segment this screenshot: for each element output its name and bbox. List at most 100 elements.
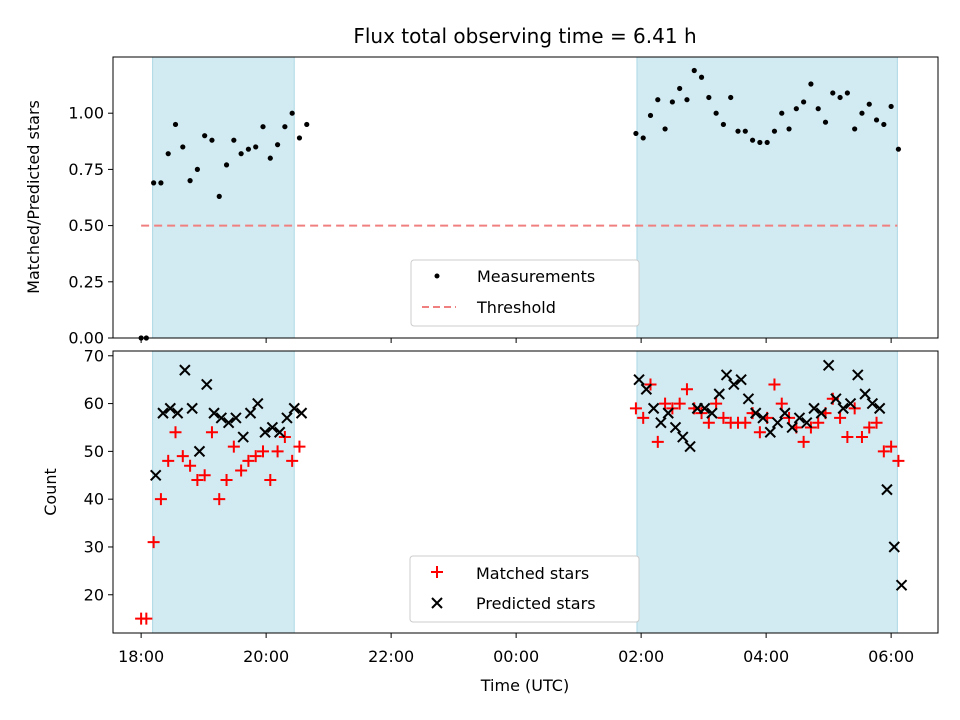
matched-star-point	[162, 454, 175, 467]
measurement-point	[691, 67, 697, 74]
measurement-point	[172, 121, 179, 128]
measurement-point	[830, 90, 836, 96]
matched-star-point	[220, 474, 233, 487]
predicted-star-point	[720, 369, 733, 381]
measurement-point	[669, 99, 675, 105]
matched-star-point	[673, 397, 686, 410]
predicted-star-point	[179, 364, 191, 376]
legend-marker-measurements	[434, 273, 440, 279]
top-shaded-intervals	[152, 56, 898, 339]
top-legend: Measurements Threshold	[410, 259, 640, 327]
measurement-point	[304, 121, 310, 128]
measurement-point	[895, 146, 902, 152]
predicted-star-point	[186, 402, 198, 415]
top-panel: 0.00 0.25 0.50 0.75 1.00 Matched/Predicted s…	[24, 56, 939, 348]
measurement-point	[713, 110, 719, 116]
measurement-point	[815, 106, 821, 112]
matched-star-point	[242, 454, 255, 467]
predicted-star-point	[662, 407, 674, 419]
predicted-star-point	[273, 426, 286, 438]
x-tick-label: 02:00	[618, 647, 664, 666]
measurement-point	[158, 180, 164, 186]
predicted-star-point	[866, 397, 879, 410]
matched-star-point	[257, 445, 269, 458]
matched-star-point	[637, 411, 650, 424]
measurement-point	[282, 124, 288, 130]
bottom-y-tick-label: 40	[84, 490, 104, 509]
measurement-point	[844, 90, 850, 96]
predicted-star-point	[771, 416, 784, 429]
matched-star-point	[753, 426, 766, 439]
x-tick-label: 20:00	[243, 647, 289, 666]
legend-label-matched-stars: Matched stars	[476, 564, 589, 583]
predicted-star-point	[742, 393, 755, 405]
measurement-point	[801, 99, 807, 105]
predicted-star-point	[647, 402, 660, 415]
bottom-x-ticks: 18:00 20:00 22:00 00:00 02:00 04:00 06:00	[118, 633, 914, 666]
measurement-point	[296, 135, 303, 141]
measurement-point	[238, 151, 244, 157]
predicted-star-point	[655, 416, 667, 429]
predicted-star-point	[793, 412, 806, 424]
predicted-star-point	[844, 397, 857, 410]
predicted-star-point	[640, 383, 653, 395]
measurement-point	[881, 121, 887, 128]
matched-star-point	[812, 416, 825, 429]
predicted-star-point	[295, 407, 308, 419]
predicted-star-point	[208, 407, 220, 419]
predicted-star-point	[171, 407, 184, 419]
top-shaded-interval	[636, 56, 898, 339]
matched-star-point	[176, 450, 189, 463]
top-shaded-interval	[152, 56, 295, 339]
chart-title: Flux total observing time = 6.41 h	[353, 24, 696, 48]
measurement-point	[231, 137, 237, 143]
top-y-tick-label: 0.50	[68, 216, 104, 235]
legend-label-threshold: Threshold	[476, 298, 556, 317]
top-axes-frame	[112, 56, 939, 339]
predicted-star-point	[859, 388, 871, 400]
bottom-panel: 20 30 40 50 60 70 18:00 20:00 22:00 00:00 02:00 04…	[41, 346, 939, 695]
predicted-star-point	[837, 402, 849, 415]
predicted-star-point	[281, 412, 293, 424]
legend-label-predicted-stars: Predicted stars	[476, 594, 596, 613]
bottom-y-tick-label: 70	[84, 346, 104, 365]
predicted-star-point	[786, 421, 798, 434]
x-tick-label: 00:00	[493, 647, 539, 666]
measurement-point	[852, 126, 858, 132]
predicted-star-point	[735, 373, 747, 386]
measurement-point	[216, 193, 222, 199]
measurement-point	[771, 128, 778, 134]
matched-star-point	[629, 402, 642, 415]
predicted-star-point	[193, 445, 206, 458]
measurement-point	[633, 130, 639, 137]
bottom-y-ticks: 20 30 40 50 60 70	[84, 346, 113, 604]
measurement-point	[209, 137, 215, 143]
predicted-star-point	[164, 402, 176, 415]
predicted-star-point	[698, 402, 711, 415]
measurement-point	[735, 128, 741, 134]
measurement-point	[223, 162, 230, 168]
measurement-point	[267, 155, 273, 161]
matched-star-point	[205, 426, 218, 439]
predicted-star-point	[808, 402, 820, 415]
matched-star-point	[870, 416, 883, 429]
bottom-y-tick-label: 20	[84, 585, 104, 604]
matched-star-point	[834, 411, 847, 424]
matched-star-point	[198, 469, 211, 482]
matched-star-point	[797, 435, 810, 448]
predicted-star-point	[764, 426, 776, 438]
matched-star-point	[680, 383, 693, 396]
measurement-point	[640, 135, 646, 141]
measurement-point	[837, 94, 843, 101]
top-legend-box	[410, 259, 640, 327]
measurement-point	[274, 142, 281, 148]
measurement-point	[808, 81, 814, 87]
x-tick-label: 18:00	[118, 647, 164, 666]
measurement-point	[289, 110, 295, 116]
predicted-star-point	[713, 388, 725, 400]
predicted-star-point	[750, 407, 762, 419]
measurement-point	[786, 126, 792, 132]
predicted-star-point	[157, 407, 169, 419]
matched-star-point	[768, 378, 781, 391]
top-x-ticks	[140, 338, 892, 343]
